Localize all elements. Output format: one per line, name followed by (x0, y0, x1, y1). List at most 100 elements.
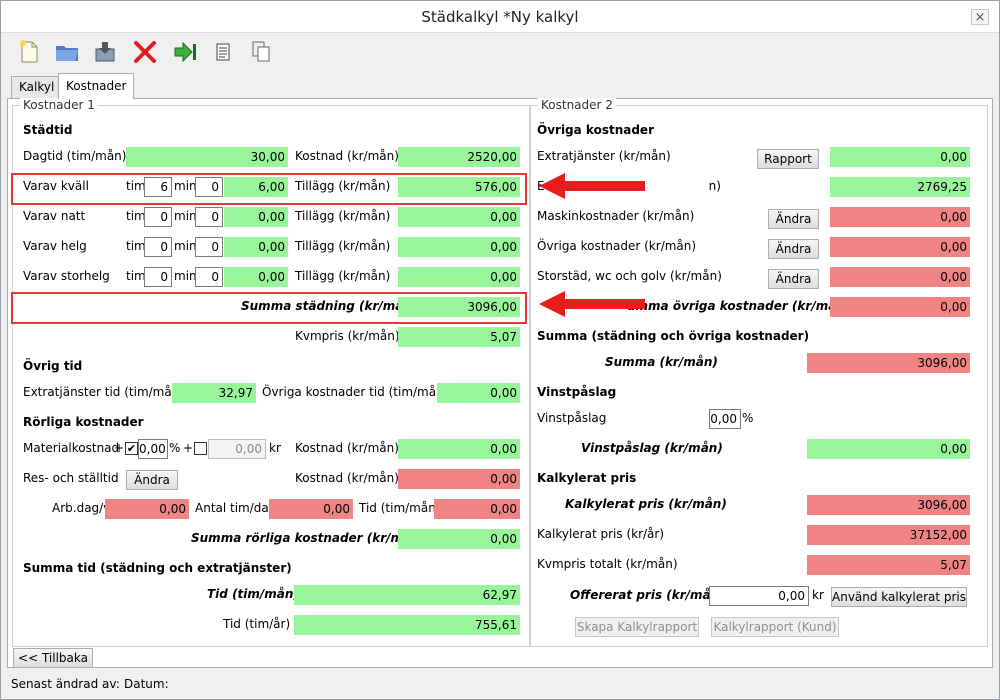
save-icon[interactable] (91, 38, 119, 66)
ovriga-kostnader-tid-label: Övriga kostnader tid (tim/mån) (262, 385, 449, 399)
tid-man-value: 62,97 (294, 585, 520, 605)
natt-label: Varav natt (23, 209, 86, 223)
maskinkostnader-value: 0,00 (830, 207, 970, 227)
create-report-button[interactable]: Skapa Kalkylrapport (575, 617, 699, 637)
status-bar: Senast ändrad av: Datum: (1, 673, 999, 699)
tid-ar-label: Tid (tim/år) (223, 617, 291, 631)
vinstpaslag-label: Vinstpåslag (537, 411, 607, 425)
material-cost-value: 0,00 (398, 439, 520, 459)
document-icon[interactable] (209, 38, 237, 66)
materialkostnad-label: Materialkostnad (23, 441, 120, 455)
helg-value: 0,00 (224, 237, 288, 257)
kvall-tim-input[interactable]: 6 (144, 177, 172, 197)
back-button[interactable]: << Tillbaka (13, 648, 93, 668)
material-kr-checkbox[interactable] (194, 442, 207, 455)
kvmpris-value: 5,07 (398, 327, 520, 347)
tid-ar-value: 755,61 (294, 615, 520, 635)
group-legend: Kostnader 1 (20, 98, 98, 112)
offererat-input[interactable]: 0,00 (709, 586, 809, 606)
close-button[interactable]: × (971, 9, 989, 25)
kvall-add-label: Tillägg (kr/mån) (295, 179, 391, 193)
natt-value: 0,00 (224, 207, 288, 227)
res-cost-label: Kostnad (kr/mån) (295, 471, 399, 485)
storhelg-value: 0,00 (224, 267, 288, 287)
storhelg-label: Varav storhelg (23, 269, 110, 283)
summa-label: Summa (kr/mån) (605, 355, 718, 369)
plus-sign-2: + (183, 441, 194, 455)
arbdag-label: Arb.dag/v (52, 501, 111, 515)
storhelg-add-label: Tillägg (kr/mån) (295, 269, 391, 283)
helg-tim-input[interactable]: 0 (144, 237, 172, 257)
tid-man-label: Tid (tim/mån) (207, 587, 299, 601)
tab-kalkyl[interactable]: Kalkyl (11, 76, 63, 98)
ovriga-kostnader-label: Övriga kostnader (kr/mån) (537, 239, 697, 253)
delete-icon[interactable] (131, 38, 159, 66)
dagtid-cost-value: 2520,00 (398, 147, 520, 167)
storstad-value: 0,00 (830, 267, 970, 287)
storhelg-tim-input[interactable]: 0 (144, 267, 172, 287)
storstad-label: Storstäd, wc och golv (kr/mån) (537, 269, 722, 283)
export-icon[interactable] (171, 38, 199, 66)
vinstpaslag-input[interactable]: 0,00 (709, 409, 741, 429)
section-summa-header: Summa (städning och övriga kostnader) (537, 329, 810, 343)
res-andra-button[interactable]: Ändra (126, 470, 178, 490)
ovriga-andra-button[interactable]: Ändra (768, 239, 819, 259)
use-calculated-price-button[interactable]: Använd kalkylerat pris (831, 587, 967, 607)
section-rorliga-header: Rörliga kostnader (23, 415, 144, 429)
vinstpaslag-result-value: 0,00 (807, 439, 970, 459)
highlight-box-summa (11, 292, 527, 324)
material-percent-input[interactable]: 0,00 (138, 439, 168, 459)
helg-tim-label: tim (126, 239, 146, 253)
group-kostnader-1: Kostnader 1 (12, 98, 530, 647)
kvall-min-input[interactable]: 0 (195, 177, 223, 197)
window-title: Städkalkyl *Ny kalkyl (421, 8, 579, 26)
open-folder-icon[interactable] (53, 38, 81, 66)
kr-label: kr (269, 441, 281, 455)
summa-ovriga-label: umma övriga kostnader (kr/mån) (627, 299, 851, 313)
ovriga-kostnader-tid-value: 0,00 (437, 383, 520, 403)
extratjanster-tid-cost-value: 2769,25 (830, 177, 970, 197)
natt-tim-input[interactable]: 0 (144, 207, 172, 227)
storhelg-min-input[interactable]: 0 (195, 267, 223, 287)
toolbar (1, 34, 999, 72)
tab-kostnader[interactable]: Kostnader (58, 73, 135, 99)
summa-rorliga-label: Summa rörliga kostnader (kr/mån) (191, 531, 426, 545)
arrow-icon-kvall (539, 173, 645, 199)
summa-ovriga-value: 0,00 (830, 297, 970, 317)
kalkylerat-ar-label: Kalkylerat pris (kr/år) (537, 527, 665, 541)
kvall-tim-label: tim (126, 179, 146, 193)
section-kalkylerat-header: Kalkylerat pris (537, 471, 637, 485)
storhelg-add-value: 0,00 (398, 267, 520, 287)
section-ovrig-tid-header: Övrig tid (23, 359, 83, 373)
kalkylerat-man-label: Kalkylerat pris (kr/mån) (565, 497, 727, 511)
storhelg-tim-label: tim (126, 269, 146, 283)
storstad-andra-button[interactable]: Ändra (768, 269, 819, 289)
helg-min-input[interactable]: 0 (195, 237, 223, 257)
kvmpris-totalt-value: 5,07 (807, 555, 970, 575)
percent-sign: % (169, 441, 181, 455)
natt-min-input[interactable]: 0 (195, 207, 223, 227)
customer-report-button[interactable]: Kalkylrapport (Kund) (711, 617, 839, 637)
copy-icon[interactable] (247, 38, 275, 66)
summa-rorliga-value: 0,00 (398, 529, 520, 549)
material-percent-checkbox[interactable]: ✔ (125, 442, 138, 455)
summa-stadning-value: 3096,00 (398, 297, 520, 317)
rapport-button[interactable]: Rapport (757, 149, 819, 169)
arrow-icon-summa (539, 291, 645, 317)
storhelg-min-label: min (174, 269, 197, 283)
helg-label: Varav helg (23, 239, 87, 253)
title-bar: Städkalkyl *Ny kalkyl × (1, 1, 999, 33)
res-stalltid-label: Res- och ställtid (23, 471, 119, 485)
extratjanster-tid-value: 32,97 (172, 383, 256, 403)
kvmpris-label: Kvmpris (kr/mån) (295, 329, 400, 343)
arbdag-value: 0,00 (105, 499, 189, 519)
section-vinstpaslag-header: Vinstpåslag (537, 385, 617, 399)
new-document-icon[interactable] (15, 38, 43, 66)
material-cost-label: Kostnad (kr/mån) (295, 441, 399, 455)
dagtid-label: Dagtid (tim/mån) (23, 149, 127, 163)
maskinkostnader-label: Maskinkostnader (kr/mån) (537, 209, 695, 223)
material-kr-input[interactable]: 0,00 (208, 439, 266, 459)
dagtid-value: 30,00 (126, 147, 288, 167)
maskin-andra-button[interactable]: Ändra (768, 209, 819, 229)
